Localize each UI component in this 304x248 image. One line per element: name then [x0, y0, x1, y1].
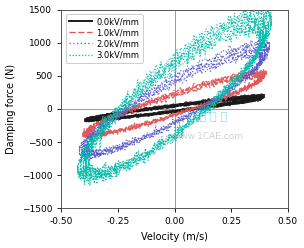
3.0kV/mm	[173, 72, 176, 75]
2.0kV/mm	[173, 84, 176, 87]
0.0kV/mm	[123, 115, 127, 118]
3.0kV/mm	[96, 176, 100, 179]
2.0kV/mm	[96, 154, 100, 157]
Line: 0.0kV/mm: 0.0kV/mm	[88, 98, 261, 121]
Text: 仿 真 在 线: 仿 真 在 线	[189, 112, 227, 122]
2.0kV/mm	[162, 86, 166, 89]
Text: www.1CAE.com: www.1CAE.com	[174, 132, 244, 141]
1.0kV/mm	[162, 97, 166, 100]
2.0kV/mm	[123, 145, 127, 148]
0.0kV/mm	[251, 96, 255, 99]
0.0kV/mm	[182, 110, 185, 113]
1.0kV/mm	[173, 95, 176, 98]
1.0kV/mm	[123, 129, 127, 132]
Line: 1.0kV/mm: 1.0kV/mm	[88, 75, 261, 136]
3.0kV/mm	[150, 151, 153, 154]
3.0kV/mm	[173, 59, 176, 62]
0.0kV/mm	[96, 116, 99, 119]
3.0kV/mm	[162, 74, 166, 77]
1.0kV/mm	[96, 121, 99, 124]
1.0kV/mm	[257, 74, 261, 77]
2.0kV/mm	[150, 134, 153, 137]
3.0kV/mm	[185, 123, 189, 125]
X-axis label: Velocity (m/s): Velocity (m/s)	[141, 232, 208, 242]
2.0kV/mm	[182, 116, 185, 119]
0.0kV/mm	[87, 119, 90, 122]
2.0kV/mm	[258, 52, 261, 55]
0.0kV/mm	[150, 114, 153, 117]
1.0kV/mm	[185, 109, 189, 112]
3.0kV/mm	[249, 23, 252, 26]
2.0kV/mm	[185, 115, 189, 118]
1.0kV/mm	[93, 135, 97, 138]
3.0kV/mm	[96, 134, 99, 137]
2.0kV/mm	[173, 82, 176, 85]
0.0kV/mm	[162, 106, 166, 109]
0.0kV/mm	[185, 109, 189, 112]
Line: 3.0kV/mm: 3.0kV/mm	[88, 25, 261, 177]
3.0kV/mm	[182, 126, 185, 129]
1.0kV/mm	[182, 111, 185, 114]
3.0kV/mm	[123, 162, 127, 165]
1.0kV/mm	[150, 122, 153, 125]
Line: 2.0kV/mm: 2.0kV/mm	[88, 53, 261, 155]
0.0kV/mm	[173, 105, 176, 108]
0.0kV/mm	[173, 105, 176, 108]
1.0kV/mm	[173, 93, 176, 96]
Y-axis label: Damping force (N): Damping force (N)	[6, 64, 16, 154]
Legend: 0.0kV/mm, 1.0kV/mm, 2.0kV/mm, 3.0kV/mm: 0.0kV/mm, 1.0kV/mm, 2.0kV/mm, 3.0kV/mm	[65, 14, 143, 63]
2.0kV/mm	[96, 129, 99, 132]
